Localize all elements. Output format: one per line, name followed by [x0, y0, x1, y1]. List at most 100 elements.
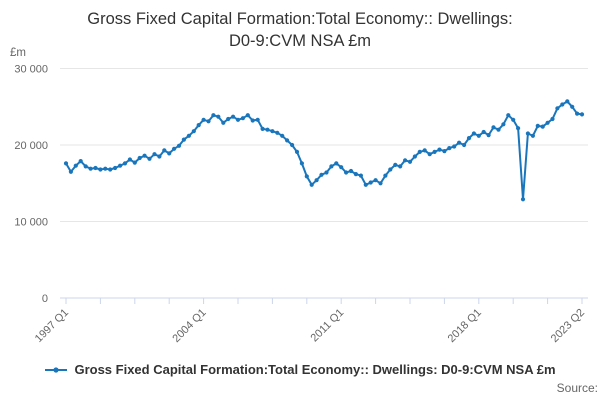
data-point-marker[interactable] — [575, 111, 580, 116]
data-point-marker[interactable] — [78, 159, 83, 164]
data-point-marker[interactable] — [442, 149, 447, 154]
data-point-marker[interactable] — [339, 165, 344, 170]
data-point-marker[interactable] — [260, 126, 265, 131]
data-point-marker[interactable] — [142, 153, 147, 158]
data-point-marker[interactable] — [216, 114, 221, 119]
data-point-marker[interactable] — [511, 117, 516, 122]
data-point-marker[interactable] — [285, 138, 290, 143]
data-point-marker[interactable] — [255, 117, 260, 122]
data-point-marker[interactable] — [157, 154, 162, 159]
data-point-marker[interactable] — [560, 102, 565, 107]
data-point-marker[interactable] — [290, 142, 295, 148]
data-point-marker[interactable] — [540, 124, 545, 129]
data-point-marker[interactable] — [348, 168, 354, 174]
data-point-marker[interactable] — [565, 99, 570, 104]
data-point-marker[interactable] — [555, 106, 560, 111]
data-point-marker[interactable] — [398, 164, 403, 169]
data-point-marker[interactable] — [235, 117, 241, 122]
data-point-marker[interactable] — [447, 146, 452, 151]
data-point-marker[interactable] — [466, 136, 472, 141]
data-point-marker[interactable] — [437, 147, 442, 152]
data-point-marker[interactable] — [358, 173, 363, 178]
data-point-marker[interactable] — [245, 113, 250, 118]
data-point-marker[interactable] — [132, 160, 137, 165]
data-point-marker[interactable] — [550, 116, 555, 122]
data-point-marker[interactable] — [407, 159, 413, 164]
data-point-marker[interactable] — [98, 167, 103, 172]
data-point-marker[interactable] — [240, 116, 245, 121]
data-point-marker[interactable] — [63, 161, 69, 166]
data-point-marker[interactable] — [314, 178, 319, 183]
data-point-marker[interactable] — [476, 133, 481, 138]
data-point-marker[interactable] — [211, 113, 216, 118]
data-point-marker[interactable] — [491, 125, 496, 130]
data-point-marker[interactable] — [250, 118, 255, 123]
data-point-marker[interactable] — [457, 140, 462, 145]
data-point-marker[interactable] — [486, 133, 491, 138]
data-point-marker[interactable] — [221, 120, 226, 125]
data-point-marker[interactable] — [417, 149, 422, 154]
data-point-marker[interactable] — [304, 174, 309, 179]
data-point-marker[interactable] — [324, 170, 329, 175]
data-point-marker[interactable] — [88, 166, 93, 171]
data-point-marker[interactable] — [103, 166, 108, 171]
data-point-marker[interactable] — [363, 182, 368, 187]
data-point-marker[interactable] — [368, 180, 373, 185]
data-point-marker[interactable] — [388, 167, 393, 172]
data-point-marker[interactable] — [122, 161, 128, 166]
data-point-marker[interactable] — [545, 120, 550, 125]
data-point-marker[interactable] — [280, 133, 285, 138]
data-point-marker[interactable] — [516, 126, 521, 131]
data-point-marker[interactable] — [231, 114, 236, 119]
data-point-marker[interactable] — [329, 164, 334, 169]
data-point-marker[interactable] — [525, 131, 531, 136]
data-point-marker[interactable] — [83, 164, 88, 169]
data-point-marker[interactable] — [570, 104, 575, 109]
data-point-marker[interactable] — [309, 182, 314, 187]
data-point-marker[interactable] — [108, 167, 113, 172]
data-point-marker[interactable] — [393, 162, 398, 167]
data-point-marker[interactable] — [373, 178, 378, 183]
data-point-marker[interactable] — [427, 152, 432, 157]
data-point-marker[interactable] — [196, 123, 201, 128]
data-point-marker[interactable] — [206, 119, 211, 124]
data-point-marker[interactable] — [127, 157, 132, 162]
data-point-marker[interactable] — [378, 181, 383, 186]
data-point-marker[interactable] — [167, 151, 172, 156]
data-point-marker[interactable] — [113, 165, 118, 171]
data-point-marker[interactable] — [506, 113, 511, 118]
data-point-marker[interactable] — [226, 116, 231, 122]
data-point-marker[interactable] — [535, 123, 540, 128]
data-point-marker[interactable] — [191, 129, 196, 134]
data-point-marker[interactable] — [176, 143, 182, 148]
data-point-marker[interactable] — [294, 149, 300, 154]
data-point-marker[interactable] — [530, 133, 536, 138]
data-point-marker[interactable] — [481, 129, 486, 135]
data-point-marker[interactable] — [496, 127, 501, 132]
data-point-marker[interactable] — [334, 161, 339, 166]
data-point-marker[interactable] — [579, 112, 585, 117]
data-point-marker[interactable] — [383, 173, 388, 178]
data-point-marker[interactable] — [501, 122, 506, 127]
data-point-marker[interactable] — [432, 149, 437, 154]
data-point-marker[interactable] — [471, 131, 476, 136]
data-point-marker[interactable] — [68, 169, 73, 174]
data-point-marker[interactable] — [403, 158, 408, 163]
data-point-marker[interactable] — [520, 197, 526, 202]
series-line[interactable] — [65, 100, 583, 201]
data-point-marker[interactable] — [201, 117, 206, 122]
data-point-marker[interactable] — [118, 163, 123, 168]
data-point-marker[interactable] — [344, 170, 349, 175]
data-point-marker[interactable] — [353, 172, 358, 177]
data-point-marker[interactable] — [172, 146, 177, 151]
data-point-marker[interactable] — [152, 152, 157, 157]
data-point-marker[interactable] — [412, 154, 417, 159]
data-point-marker[interactable] — [452, 144, 457, 149]
legend[interactable]: Gross Fixed Capital Formation:Total Econ… — [0, 362, 600, 377]
data-point-marker[interactable] — [275, 130, 280, 135]
data-point-marker[interactable] — [162, 148, 167, 153]
data-point-marker[interactable] — [137, 155, 142, 161]
data-point-marker[interactable] — [422, 148, 427, 153]
data-point-marker[interactable] — [73, 163, 78, 168]
data-point-marker[interactable] — [265, 127, 270, 132]
